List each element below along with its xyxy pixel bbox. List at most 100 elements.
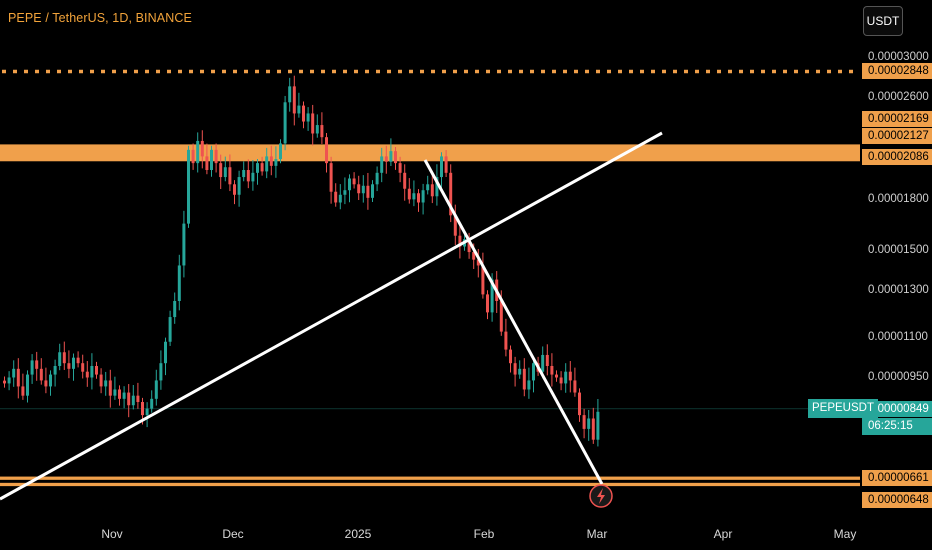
candle-body (168, 317, 172, 342)
candle-body (440, 156, 443, 178)
candle-body (490, 279, 494, 313)
bar-countdown: 06:25:15 (862, 418, 932, 435)
ascending-trendline[interactable] (0, 131, 663, 501)
candle-body (352, 178, 356, 185)
candle-body (265, 156, 269, 172)
candle-body (467, 239, 471, 253)
candle-body (30, 360, 34, 375)
candle-body (486, 294, 489, 313)
candle-body (58, 352, 62, 366)
candle-body (334, 191, 338, 203)
time-axis-label: Apr (713, 527, 733, 541)
time-axis-label: Dec (222, 527, 244, 541)
candle-body (219, 163, 223, 178)
candle-body (72, 357, 75, 369)
candlestick-series (3, 75, 600, 447)
descending-trendline[interactable] (423, 159, 604, 485)
candle-body (407, 188, 411, 200)
candle-body (141, 402, 144, 416)
candle-body (269, 156, 273, 166)
candle-body (7, 377, 11, 384)
candle-body (21, 386, 25, 396)
chart-title: PEPE / TetherUS, 1D, BINANCE (8, 11, 192, 25)
price-axis-label: 0.00001100 (868, 330, 928, 343)
candle-body (555, 374, 558, 378)
candle-body (472, 252, 476, 260)
candle-body (499, 301, 503, 332)
candle-body (67, 363, 71, 369)
candle-body (228, 167, 232, 185)
candle-body (412, 193, 416, 200)
candle-body (596, 411, 600, 440)
candle-body (394, 151, 397, 164)
candle-body (375, 172, 379, 185)
candle-body (44, 380, 48, 387)
candle-body (532, 363, 535, 381)
candle-body (62, 352, 66, 364)
candle-body (288, 86, 292, 103)
candle-body (122, 392, 126, 399)
candle-body (177, 265, 181, 302)
resistance-zone[interactable] (0, 144, 860, 162)
candle-body (297, 105, 301, 114)
candle-body (35, 360, 39, 369)
candle-body (398, 163, 402, 173)
candle-body (578, 392, 581, 416)
candle-body (12, 368, 16, 378)
candle-body (237, 177, 241, 195)
candle-body (118, 389, 121, 399)
candle-body (564, 371, 568, 384)
candle-body (343, 190, 347, 195)
candle-body (481, 265, 485, 295)
candle-body (205, 156, 209, 171)
price-axis-label: 0.00000661 (862, 470, 932, 486)
candle-body (187, 149, 190, 224)
candle-body (246, 170, 250, 182)
candle-body (568, 371, 572, 381)
candle-body (306, 113, 310, 122)
candle-body (95, 365, 98, 375)
candle-body (81, 363, 85, 372)
candle-body (283, 102, 287, 144)
price-axis-label: 0.00002127 (862, 128, 932, 144)
candle-body (136, 395, 140, 403)
candle-body (159, 363, 163, 381)
candle-body (348, 178, 351, 191)
candle-body (182, 223, 186, 266)
candle-body (3, 380, 6, 384)
candle-body (260, 163, 264, 172)
candle-body (233, 184, 236, 195)
candle-body (242, 170, 246, 178)
time-axis-label: 2025 (344, 527, 372, 541)
candle-body (371, 184, 374, 198)
candle-body (366, 185, 370, 198)
candle-body (154, 380, 158, 399)
candle-body (127, 392, 131, 406)
candle-body (389, 151, 393, 162)
candle-body (573, 380, 577, 393)
currency-selector-button[interactable]: USDT (863, 6, 903, 36)
candle-body (131, 395, 135, 406)
candle-body (545, 354, 549, 366)
time-axis-label: Feb (473, 527, 495, 541)
candle-body (16, 368, 20, 387)
candle-body (361, 185, 365, 194)
price-axis-label: 0.00003000 (868, 51, 929, 63)
candle-body (196, 140, 200, 164)
candle-body (504, 331, 508, 350)
candle-body (210, 149, 213, 171)
candle-body (113, 389, 117, 396)
candle-body (145, 408, 149, 416)
candle-body (223, 167, 227, 178)
candle-body (26, 374, 29, 396)
candle-body (426, 184, 430, 191)
price-axis-label: 0.00001300 (868, 284, 929, 297)
candle-body (476, 259, 480, 266)
candle-body (274, 159, 278, 166)
price-axis-label: 0.00002600 (868, 90, 929, 103)
candle-body (53, 365, 57, 375)
candle-body (522, 368, 526, 390)
candle-body (49, 374, 52, 387)
candle-body (458, 235, 462, 247)
